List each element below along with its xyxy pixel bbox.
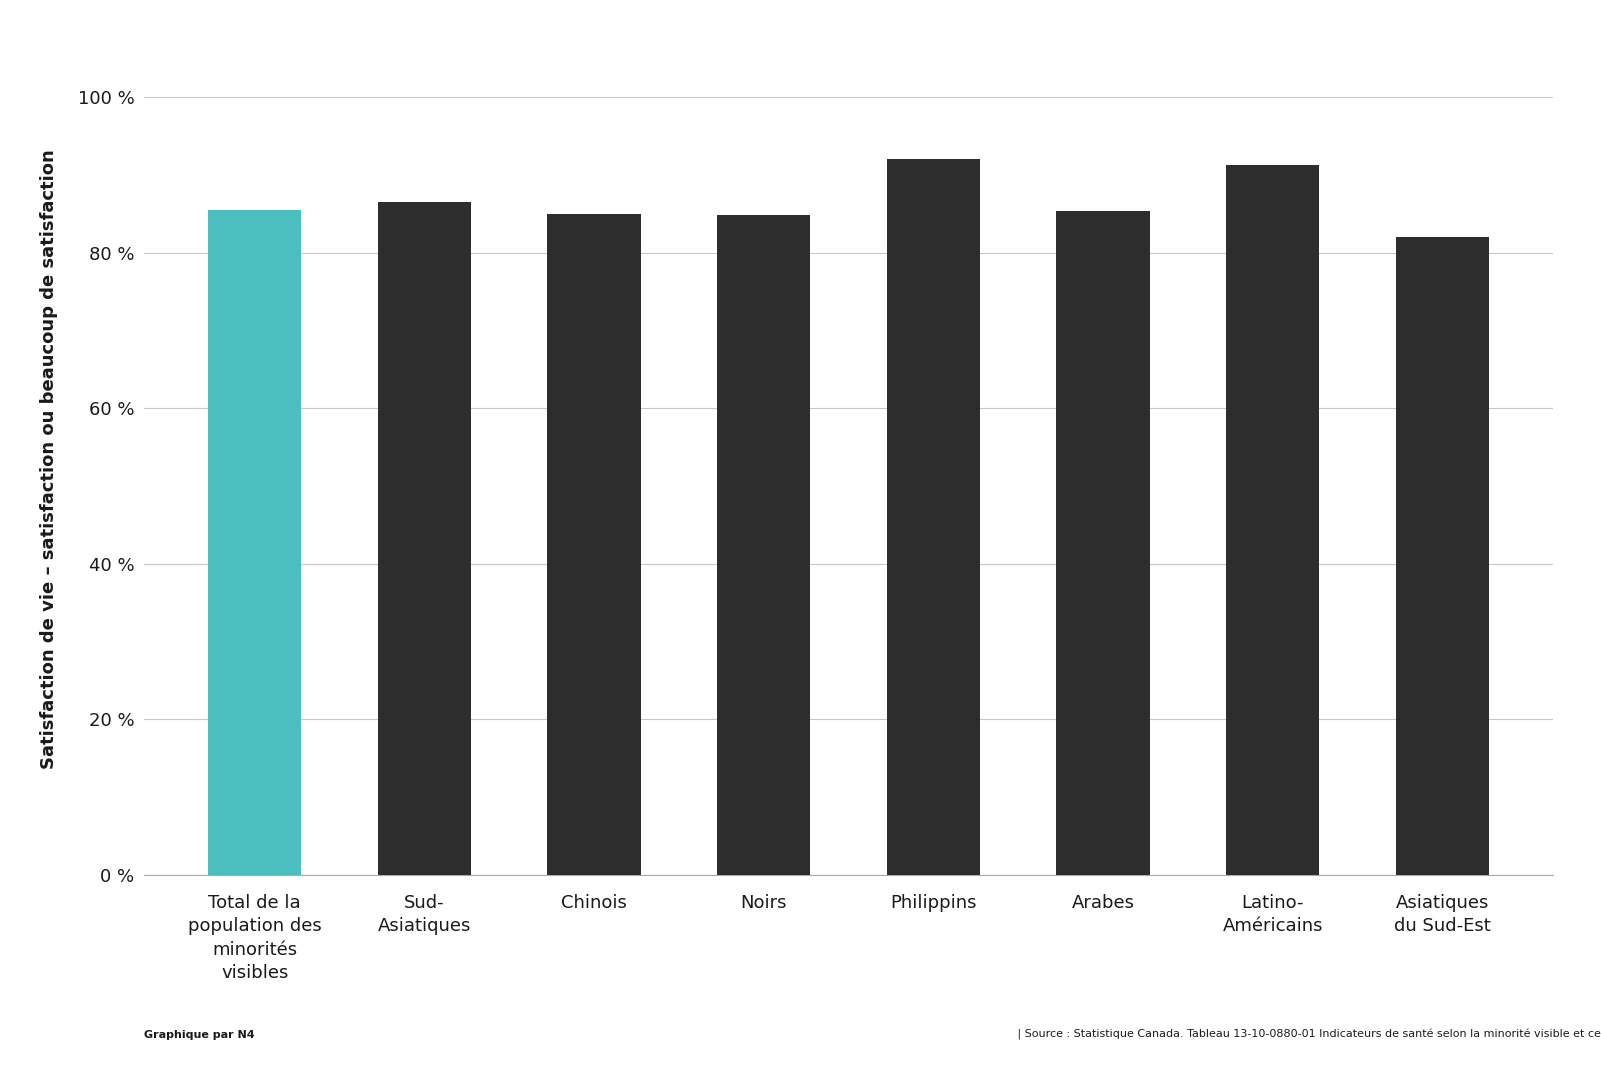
Bar — [378, 202, 471, 875]
Bar — [887, 159, 980, 875]
Text: Graphique par N4: Graphique par N4 — [144, 1031, 255, 1040]
Bar — [208, 210, 301, 875]
Text: | Source : Statistique Canada. Tableau 13-10-0880-01 Indicateurs de santé selon : | Source : Statistique Canada. Tableau 1… — [1015, 1030, 1601, 1040]
Bar — [1226, 164, 1319, 875]
Bar — [548, 213, 640, 875]
Y-axis label: Satisfaction de vie – satisfaction ou beaucoup de satisfaction: Satisfaction de vie – satisfaction ou be… — [40, 149, 58, 768]
Bar — [1396, 237, 1489, 875]
Bar — [717, 216, 810, 875]
Bar — [1057, 211, 1150, 875]
